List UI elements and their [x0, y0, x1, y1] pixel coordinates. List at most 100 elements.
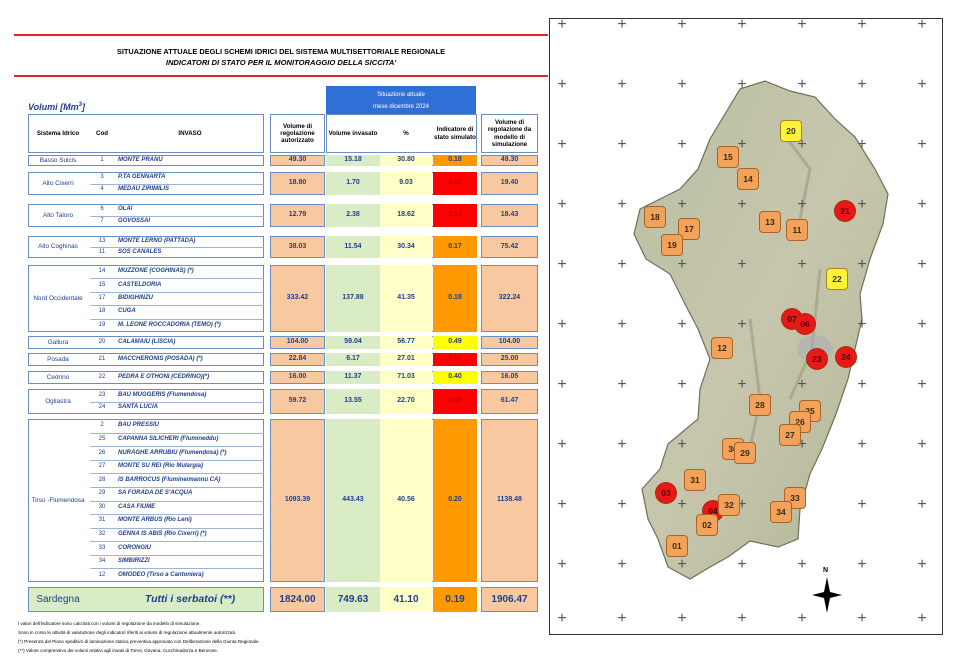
grid-cross: + — [677, 316, 687, 333]
grid-cross: + — [557, 556, 567, 573]
volreg-box — [270, 371, 325, 384]
reservoir-marker-32[interactable]: 32 — [718, 494, 740, 516]
reservoir-marker-27[interactable]: 27 — [779, 424, 801, 446]
col-vol-sim: Volume di regolazione da modello di simu… — [487, 119, 532, 148]
reservoir-marker-20[interactable]: 20 — [780, 120, 802, 142]
volsim-box — [481, 419, 538, 582]
row-divider — [90, 446, 264, 448]
total-vol-reg: 1824.00 — [279, 593, 316, 605]
grid-cross: + — [737, 136, 747, 153]
reservoir-marker-14[interactable]: 14 — [737, 168, 759, 190]
grid-cross: + — [797, 18, 807, 33]
row-divider — [90, 527, 264, 529]
grid-cross: + — [557, 376, 567, 393]
vol-inv-value: 6.17 — [326, 353, 380, 366]
header-box-volsim — [481, 114, 538, 153]
vol-inv-value: 11.54 — [326, 236, 380, 258]
grid-cross: + — [797, 376, 807, 393]
reservoir-marker-13[interactable]: 13 — [759, 211, 781, 233]
reservoir-marker-28[interactable]: 28 — [749, 394, 771, 416]
grid-cross: + — [917, 18, 927, 33]
grid-cross: + — [557, 196, 567, 213]
reservoir-marker-24[interactable]: 24 — [835, 346, 857, 368]
grid-cross: + — [797, 556, 807, 573]
reservoir-marker-19[interactable]: 19 — [661, 234, 683, 256]
reservoir-marker-01[interactable]: 01 — [666, 535, 688, 557]
reservoir-marker-23[interactable]: 23 — [806, 348, 828, 370]
row-divider — [90, 401, 264, 403]
vol-sim-value: 75.42 — [500, 242, 519, 250]
perc-value: 27.01 — [380, 353, 432, 366]
grid-cross: + — [797, 136, 807, 153]
reservoir-marker-12[interactable]: 12 — [711, 337, 733, 359]
vol-reg-value: 12.79 — [288, 211, 307, 219]
total-volreg-box — [270, 587, 325, 612]
reservoir-name: MONTE ARBUS (Rio Leni) — [118, 517, 192, 524]
grid-cross: + — [557, 610, 567, 627]
reservoir-marker-21[interactable]: 21 — [834, 200, 856, 222]
reservoir-marker-06[interactable]: 06 — [794, 313, 816, 335]
volsim-box — [481, 155, 538, 166]
grid-cross: + — [797, 196, 807, 213]
reservoir-marker-11[interactable]: 11 — [786, 219, 808, 241]
volreg-box — [270, 155, 325, 166]
reservoir-code: 30 — [98, 503, 106, 510]
sistema-name: Alto Taloro — [42, 211, 74, 219]
reservoir-marker-17[interactable]: 17 — [678, 218, 700, 240]
reservoir-marker-22[interactable]: 22 — [826, 268, 848, 290]
header-box-volreg — [270, 114, 325, 153]
volreg-box — [270, 419, 325, 582]
reservoir-code: 29 — [98, 490, 106, 497]
grid-cross: + — [857, 436, 867, 453]
total-invaso: Tutti i serbatoi (**) — [144, 593, 236, 606]
grid-cross: + — [617, 76, 627, 93]
reservoir-marker-34[interactable]: 34 — [770, 501, 792, 523]
bottom-red-line — [14, 75, 548, 77]
reservoir-code: 21 — [98, 356, 106, 363]
header-box-left — [28, 114, 264, 153]
row-divider — [90, 318, 264, 320]
reservoir-code: 14 — [98, 268, 106, 275]
reservoir-name: CUGA — [118, 308, 136, 315]
total-perc: 41.10 — [380, 587, 432, 612]
col-invaso: INVASO — [178, 129, 202, 137]
row-divider — [90, 291, 264, 293]
volreg-box — [270, 336, 325, 349]
volsim-box — [481, 389, 538, 414]
reservoir-marker-31[interactable]: 31 — [684, 469, 706, 491]
row-divider — [90, 514, 264, 516]
row-divider — [90, 459, 264, 461]
row-divider — [90, 500, 264, 502]
reservoir-name: SA FORADA DE S'ACQUA — [118, 490, 193, 497]
grid-cross: + — [617, 556, 627, 573]
reservoir-marker-15[interactable]: 15 — [717, 146, 739, 168]
reservoir-name: GENNA IS ABIS (Rio Cixerri) (*) — [118, 531, 207, 537]
vol-sim-value: 49.30 — [500, 156, 519, 164]
reservoir-marker-02[interactable]: 02 — [696, 514, 718, 536]
grid-cross: + — [557, 18, 567, 33]
grid-cross: + — [617, 18, 627, 33]
vol-sim-value: 18.43 — [500, 211, 519, 219]
row-divider — [90, 278, 264, 280]
compass-icon — [812, 577, 842, 613]
grid-cross: + — [797, 76, 807, 93]
reservoir-marker-29[interactable]: 29 — [734, 442, 756, 464]
vol-reg-value: 59.72 — [288, 397, 307, 405]
grid-cross: + — [917, 136, 927, 153]
reservoir-code: 23 — [98, 391, 106, 398]
vol-reg-value: 1093.39 — [284, 496, 311, 504]
grid-cross: + — [857, 76, 867, 93]
reservoir-name: SANTA LUCIA — [118, 404, 158, 411]
grid-cross: + — [677, 18, 687, 33]
grid-cross: + — [617, 136, 627, 153]
volreg-box — [270, 389, 325, 414]
reservoir-name: CALAMAIU (LISCIA) — [118, 339, 176, 346]
perc-value: 22.70 — [380, 389, 432, 414]
volsim-box — [481, 172, 538, 195]
grid-cross: + — [857, 376, 867, 393]
sistema-name: Posada — [47, 355, 69, 363]
reservoir-name: CORONGIU — [118, 544, 151, 551]
reservoir-marker-18[interactable]: 18 — [644, 206, 666, 228]
reservoir-marker-03[interactable]: 03 — [655, 482, 677, 504]
perc-value: 30.80 — [380, 155, 432, 166]
